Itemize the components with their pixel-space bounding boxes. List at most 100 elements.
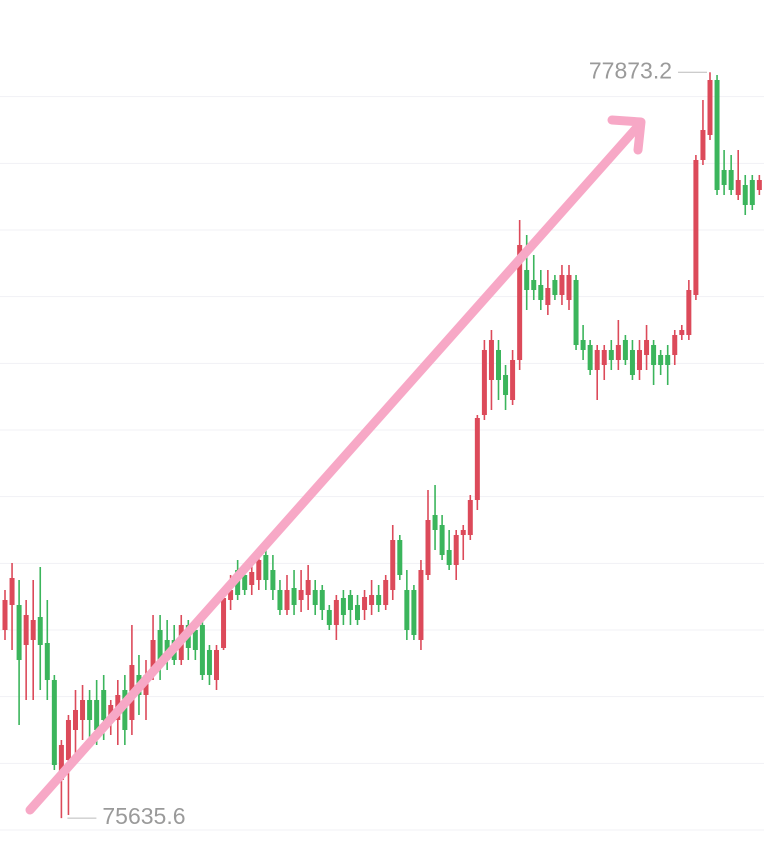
candle-body — [305, 580, 311, 595]
candle-body — [383, 580, 389, 605]
candle-body — [340, 598, 346, 615]
candle-body — [552, 280, 558, 295]
candle-body — [629, 350, 635, 375]
candle-body — [756, 180, 762, 190]
candle-body — [573, 280, 579, 345]
candle-body — [326, 610, 332, 625]
candle-body — [728, 170, 734, 190]
candle-body — [707, 80, 713, 135]
candle-body — [679, 330, 685, 335]
candle-body — [347, 595, 353, 610]
candle-body — [700, 130, 706, 160]
candle-body — [44, 643, 50, 680]
candle-body — [157, 630, 163, 665]
candle-body — [87, 700, 93, 720]
candle-body — [580, 340, 586, 350]
candle-body — [94, 700, 100, 730]
candle-body — [263, 555, 269, 580]
candle-body — [249, 572, 255, 585]
candle-body — [333, 600, 339, 625]
candle-body — [488, 340, 494, 380]
candle-body — [101, 690, 107, 720]
candle-body — [355, 605, 360, 620]
candle-body — [496, 350, 501, 380]
candle-body — [601, 350, 607, 365]
candle-body — [658, 355, 664, 365]
candle-body — [376, 595, 382, 605]
candle-body — [510, 360, 516, 400]
candle-body — [714, 80, 720, 190]
candle-body — [51, 680, 57, 765]
candle-body — [615, 345, 621, 360]
candle-body — [644, 340, 650, 355]
candle-body — [298, 590, 304, 600]
candle-body — [277, 590, 283, 610]
candle-body — [686, 290, 692, 335]
candle-body — [228, 590, 234, 600]
candle-body — [73, 710, 78, 730]
candle-body — [735, 180, 741, 195]
arrow-shaft — [25, 119, 645, 815]
candle-body — [16, 605, 22, 660]
candle-body — [559, 275, 565, 295]
candle-body — [587, 345, 593, 370]
candle-body — [411, 590, 417, 635]
candle-body — [538, 285, 544, 300]
candle-body — [432, 515, 438, 530]
candle-body — [390, 540, 396, 590]
candle-body — [80, 700, 86, 720]
candle-body — [460, 530, 466, 535]
candle-body — [474, 418, 480, 500]
candle-body — [503, 375, 509, 395]
candle-body — [192, 630, 198, 650]
candle-body — [742, 185, 748, 205]
candle-body — [270, 570, 276, 590]
candle-body — [418, 570, 424, 640]
arrow-head — [607, 115, 646, 155]
candle-body — [30, 620, 36, 640]
candle-body — [749, 180, 755, 205]
candle-body — [2, 600, 8, 630]
candle-body — [594, 350, 600, 370]
candle-body — [369, 595, 375, 605]
candle-body — [425, 520, 431, 575]
candle-body — [312, 590, 318, 605]
candle-body — [65, 720, 71, 760]
candle-body — [9, 578, 15, 605]
candle-body — [284, 590, 290, 610]
candles — [2, 72, 762, 819]
candle-body — [721, 170, 727, 185]
trend-arrow — [25, 115, 646, 815]
candle-body — [37, 617, 43, 645]
candle-body — [524, 270, 530, 290]
candle-body — [693, 160, 699, 295]
candle-body — [206, 650, 212, 675]
candle-body — [566, 275, 572, 300]
candle-body — [672, 335, 678, 355]
candle-body — [637, 350, 642, 370]
candle-body — [319, 590, 325, 610]
low-marker-label: 75635.6 — [102, 803, 185, 829]
candle-body — [242, 575, 248, 590]
candle-body — [397, 540, 403, 575]
candle-body — [291, 588, 297, 605]
candle-body — [199, 625, 205, 675]
candle-body — [58, 745, 64, 780]
candle-body — [256, 560, 262, 580]
candle-body — [453, 535, 459, 565]
candle-body — [622, 340, 628, 360]
candle-body — [150, 640, 156, 670]
candle-body — [608, 350, 614, 360]
candle-body — [362, 597, 368, 610]
markers: 77873.2 75635.6 — [67, 57, 707, 829]
candle-body — [481, 350, 487, 415]
candle-body — [467, 500, 473, 535]
candle-body — [446, 550, 452, 565]
candle-body — [517, 245, 523, 360]
candle-body — [221, 598, 227, 648]
candle-body — [23, 615, 29, 645]
candle-body — [665, 355, 671, 365]
candle-body — [545, 288, 551, 305]
